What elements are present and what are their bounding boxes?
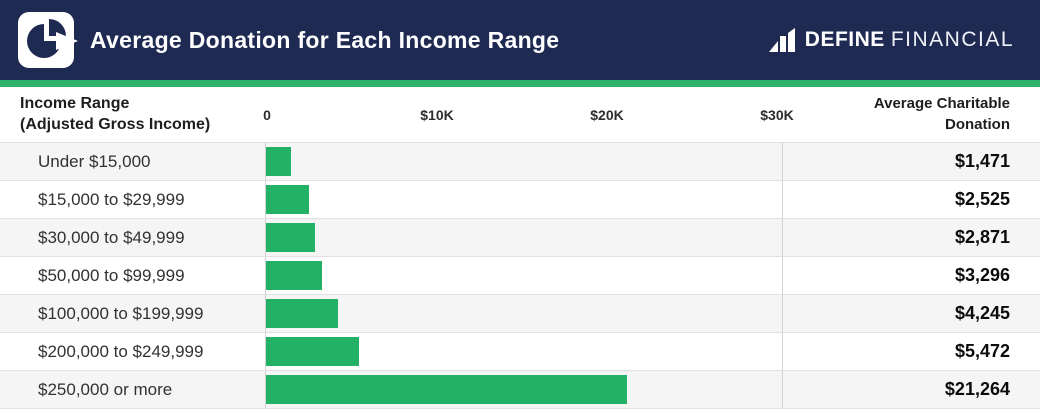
- income-header-line2: (Adjusted Gross Income): [20, 115, 211, 133]
- donation-column-header: Average Charitable Donation: [783, 94, 1040, 135]
- brand-name: DEFINE FINANCIAL: [805, 28, 1014, 52]
- table-row: $50,000 to $99,999 $3,296: [0, 256, 1040, 294]
- donation-value: $1,471: [954, 151, 1010, 171]
- income-range-label: $100,000 to $199,999: [38, 303, 204, 323]
- donation-bar: [266, 185, 309, 214]
- bar-track: [265, 181, 783, 218]
- donation-value: $3,296: [954, 265, 1010, 285]
- pie-chart-icon: [18, 11, 82, 69]
- donation-bar: [266, 261, 322, 290]
- donation-bar: [266, 375, 627, 404]
- bar-track: [265, 257, 783, 294]
- brand-name-bold: DEFINE: [804, 28, 885, 51]
- bar-track: [265, 333, 783, 370]
- income-range-label: $30,000 to $49,999: [38, 227, 185, 247]
- table-row: $15,000 to $29,999 $2,525: [0, 180, 1040, 218]
- donation-bar: [266, 299, 338, 328]
- table-row: $100,000 to $199,999 $4,245: [0, 294, 1040, 332]
- value-header-line1: Average Charitable: [873, 95, 1010, 113]
- brand-name-light: FINANCIAL: [890, 28, 1014, 51]
- table-row: $30,000 to $49,999 $2,871: [0, 218, 1040, 256]
- table-body: Under $15,000 $1,471 $15,000 to $29,999 …: [0, 142, 1040, 409]
- value-header-line2: Donation: [945, 115, 1010, 133]
- column-header-row: Income Range (Adjusted Gross Income) 0 $1…: [0, 87, 1040, 142]
- income-range-column-header: Income Range (Adjusted Gross Income): [0, 94, 265, 136]
- bar-track: [265, 371, 783, 408]
- income-range-label: Under $15,000: [38, 151, 151, 171]
- income-header-line1: Income Range: [20, 94, 130, 112]
- donation-bar: [266, 147, 291, 176]
- income-range-label: $50,000 to $99,999: [38, 265, 185, 285]
- income-range-label: $15,000 to $29,999: [38, 189, 185, 209]
- income-range-label: $200,000 to $249,999: [38, 341, 204, 361]
- axis-ticks: 0 $10K $20K $30K: [263, 87, 794, 142]
- header: Average Donation for Each Income Range D…: [0, 0, 1040, 87]
- donation-bar: [266, 337, 359, 366]
- donation-value: $4,245: [954, 303, 1010, 323]
- axis-tick-label: $20K: [590, 106, 624, 123]
- brand-logo: DEFINE FINANCIAL: [768, 28, 1014, 52]
- bar-track: [265, 143, 783, 180]
- bar-chart-icon: [768, 28, 796, 52]
- axis-tick-label: 0: [263, 106, 271, 123]
- donation-value: $21,264: [944, 379, 1010, 399]
- bar-track: [265, 295, 783, 332]
- bar-track: [265, 219, 783, 256]
- table-row: $200,000 to $249,999 $5,472: [0, 332, 1040, 370]
- axis-tick-label: $10K: [420, 106, 454, 123]
- axis-tick-label: $30K: [760, 106, 794, 123]
- donation-value: $2,525: [954, 189, 1010, 209]
- table-row: Under $15,000 $1,471: [0, 142, 1040, 180]
- donation-value: $5,472: [954, 341, 1010, 361]
- page-title: Average Donation for Each Income Range: [90, 26, 560, 53]
- donation-value: $2,871: [954, 227, 1010, 247]
- income-range-label: $250,000 or more: [38, 379, 173, 399]
- donation-bar: [266, 223, 315, 252]
- table-row: $250,000 or more $21,264: [0, 370, 1040, 408]
